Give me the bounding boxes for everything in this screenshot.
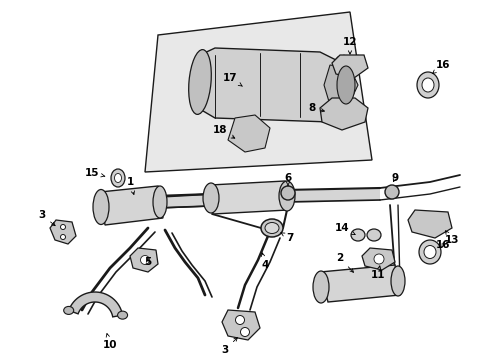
Ellipse shape (281, 186, 294, 200)
Text: 11: 11 (370, 266, 385, 280)
Polygon shape (68, 292, 122, 317)
Ellipse shape (140, 256, 149, 265)
Ellipse shape (261, 219, 283, 237)
Ellipse shape (390, 266, 404, 296)
Polygon shape (324, 65, 357, 105)
Ellipse shape (63, 306, 74, 314)
Ellipse shape (188, 50, 211, 114)
Ellipse shape (235, 315, 244, 324)
Text: 5: 5 (144, 257, 151, 267)
Text: 3: 3 (38, 210, 55, 226)
Text: 7: 7 (281, 233, 293, 243)
Ellipse shape (61, 225, 65, 230)
Ellipse shape (328, 56, 346, 114)
Polygon shape (209, 181, 287, 214)
Ellipse shape (117, 311, 127, 319)
Polygon shape (155, 188, 379, 208)
Text: 8: 8 (308, 103, 324, 113)
Text: 1: 1 (126, 177, 134, 194)
Polygon shape (319, 265, 399, 302)
Polygon shape (361, 248, 394, 270)
Ellipse shape (114, 174, 121, 183)
Text: 18: 18 (212, 125, 234, 138)
Polygon shape (50, 220, 76, 244)
Text: 10: 10 (102, 334, 117, 350)
Text: 16: 16 (435, 240, 449, 250)
Text: 9: 9 (390, 173, 398, 183)
Text: 4: 4 (261, 253, 268, 270)
Ellipse shape (93, 189, 109, 225)
Text: 15: 15 (84, 168, 104, 178)
Ellipse shape (203, 183, 219, 213)
Ellipse shape (384, 185, 398, 199)
Polygon shape (130, 248, 158, 272)
Text: 16: 16 (432, 60, 449, 73)
Ellipse shape (336, 66, 354, 104)
Ellipse shape (61, 234, 65, 239)
Polygon shape (331, 55, 367, 78)
Polygon shape (100, 186, 163, 225)
Polygon shape (319, 98, 367, 130)
Polygon shape (145, 12, 371, 172)
Ellipse shape (416, 72, 438, 98)
Polygon shape (227, 115, 269, 152)
Text: 12: 12 (342, 37, 357, 54)
Ellipse shape (421, 78, 433, 92)
Ellipse shape (240, 328, 249, 337)
Ellipse shape (373, 254, 383, 264)
Text: 13: 13 (444, 231, 458, 245)
Ellipse shape (350, 229, 364, 241)
Ellipse shape (423, 246, 435, 258)
Ellipse shape (111, 169, 125, 187)
Ellipse shape (312, 271, 328, 303)
Ellipse shape (264, 222, 279, 234)
Polygon shape (198, 48, 341, 122)
Ellipse shape (366, 229, 380, 241)
Ellipse shape (279, 181, 294, 211)
Polygon shape (407, 210, 451, 238)
Ellipse shape (418, 240, 440, 264)
Text: 2: 2 (336, 253, 353, 272)
Text: 14: 14 (334, 223, 354, 235)
Text: 17: 17 (222, 73, 242, 86)
Text: 6: 6 (284, 173, 291, 186)
Ellipse shape (153, 186, 167, 218)
Polygon shape (222, 310, 260, 340)
Text: 3: 3 (221, 338, 237, 355)
